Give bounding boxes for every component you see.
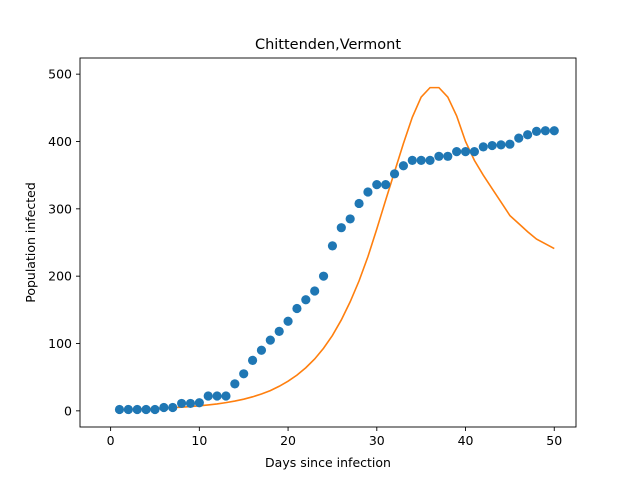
- scatter-point: [239, 369, 249, 379]
- scatter-point: [345, 214, 355, 224]
- scatter-point: [150, 404, 160, 415]
- y-tick-label: 500: [48, 67, 72, 82]
- y-tick-label: 400: [48, 134, 72, 149]
- scatter-point: [194, 398, 204, 408]
- scatter-point: [354, 198, 364, 209]
- y-tick-label: 0: [64, 403, 72, 418]
- scatter-point: [141, 404, 151, 415]
- scatter-point: [247, 355, 258, 365]
- chart-title: Chittenden,Vermont: [255, 37, 401, 53]
- x-tick-label: 0: [107, 433, 115, 448]
- scatter-point: [123, 404, 133, 415]
- scatter-point: [505, 139, 515, 149]
- scatter-point: [389, 169, 400, 179]
- scatter-point: [487, 140, 497, 151]
- scatter-point: [168, 402, 178, 413]
- scatter-point: [469, 147, 479, 157]
- scatter-point: [292, 303, 302, 314]
- scatter-point: [460, 147, 471, 157]
- series-line: [119, 86, 555, 411]
- scatter-point: [185, 398, 196, 409]
- scatter-point: [221, 391, 231, 401]
- scatter-point: [230, 379, 240, 389]
- scatter-point: [114, 404, 125, 415]
- x-tick-label: 30: [369, 433, 385, 448]
- scatter-point: [425, 155, 435, 165]
- scatter-point: [274, 326, 284, 336]
- scatter-point: [407, 155, 417, 165]
- y-tick-label: 300: [48, 201, 72, 216]
- x-tick-label: 50: [546, 433, 562, 448]
- plot-marks: [114, 86, 559, 415]
- scatter-point: [310, 286, 320, 296]
- scatter-point: [496, 140, 506, 150]
- scatter-point: [159, 402, 169, 413]
- y-tick-label: 200: [48, 269, 72, 284]
- scatter-point: [381, 179, 391, 190]
- scatter-point: [549, 126, 559, 136]
- x-tick-label: 10: [191, 433, 207, 448]
- scatter-point: [434, 151, 444, 161]
- scatter-point: [256, 345, 267, 355]
- scatter-point: [398, 161, 409, 171]
- scatter-point: [318, 271, 329, 281]
- scatter-point: [283, 316, 293, 326]
- scatter-point: [372, 179, 382, 190]
- y-axis-label: Population infected: [23, 182, 38, 303]
- scatter-point: [177, 398, 187, 409]
- scatter-point: [478, 142, 488, 152]
- x-tick-label: 40: [458, 433, 474, 448]
- scatter-point: [416, 155, 426, 165]
- scatter-point: [523, 130, 533, 140]
- scatter-point: [203, 391, 213, 401]
- scatter-point: [452, 147, 462, 157]
- scatter-point: [540, 126, 550, 136]
- x-tick-label: 20: [280, 433, 296, 448]
- scatter-point: [443, 151, 453, 161]
- scatter-point: [514, 133, 524, 143]
- scatter-point: [363, 187, 373, 197]
- scatter-point: [132, 404, 142, 415]
- y-tick-label: 100: [48, 336, 72, 351]
- scatter-point: [212, 391, 222, 401]
- plot-frame: [79, 57, 577, 428]
- scatter-point: [327, 241, 338, 251]
- scatter-point: [301, 295, 311, 305]
- scatter-point: [336, 223, 346, 233]
- scatter-point: [531, 126, 542, 136]
- scatter-point: [265, 335, 275, 345]
- x-axis-label: Days since infection: [265, 455, 391, 470]
